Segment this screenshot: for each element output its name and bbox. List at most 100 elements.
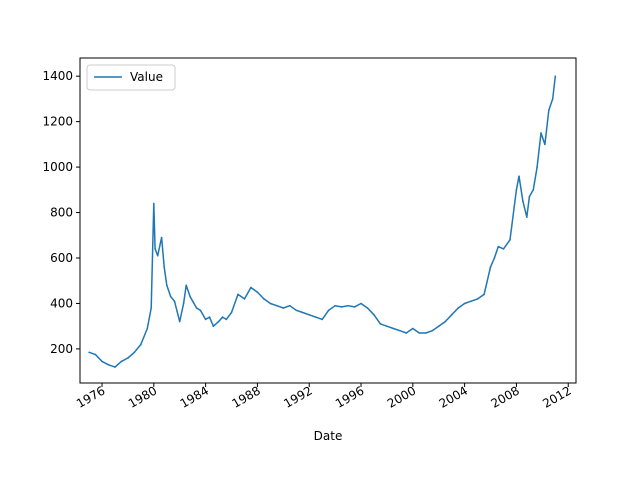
data-point xyxy=(470,300,472,303)
data-point xyxy=(457,307,460,309)
data-point xyxy=(450,314,453,316)
data-point xyxy=(518,175,520,177)
data-point xyxy=(163,266,165,268)
data-point xyxy=(314,316,317,318)
x-tick-label: 2000 xyxy=(385,383,418,410)
series-line-value xyxy=(88,76,557,368)
data-point xyxy=(405,332,408,334)
data-point xyxy=(120,360,123,363)
data-point xyxy=(237,293,239,296)
data-point xyxy=(114,366,116,368)
data-point xyxy=(379,323,382,325)
data-point xyxy=(463,302,466,305)
x-tick-label: 1996 xyxy=(333,383,366,410)
x-tick-label: 1984 xyxy=(178,383,211,410)
data-point xyxy=(528,195,531,198)
data-point xyxy=(263,298,265,300)
data-point xyxy=(544,143,546,146)
data-point xyxy=(373,314,375,316)
data-point xyxy=(166,284,168,287)
data-point xyxy=(425,332,427,334)
data-point xyxy=(269,302,272,305)
data-point xyxy=(536,166,538,168)
data-point xyxy=(308,314,311,316)
data-point xyxy=(178,320,181,323)
data-point xyxy=(250,286,252,289)
data-point xyxy=(204,318,207,321)
data-point xyxy=(493,257,496,259)
y-axis: 200 400 600 800 1000 1200 1400 xyxy=(42,69,80,356)
data-point xyxy=(185,284,187,287)
data-point xyxy=(444,320,447,323)
data-point xyxy=(276,304,278,307)
data-point xyxy=(327,309,330,312)
data-point xyxy=(360,302,362,305)
data-point xyxy=(554,75,557,77)
plot-area xyxy=(88,75,557,368)
data-point xyxy=(88,351,90,354)
data-point xyxy=(289,304,291,307)
data-point xyxy=(156,254,159,257)
data-point xyxy=(217,320,220,323)
y-tick-label: 800 xyxy=(50,206,73,220)
data-point xyxy=(140,343,142,346)
legend-box xyxy=(86,64,176,91)
data-point xyxy=(532,189,535,191)
data-point xyxy=(399,329,401,332)
data-point xyxy=(243,298,246,300)
data-point xyxy=(548,109,550,112)
y-tick-label: 1200 xyxy=(42,115,73,129)
data-point xyxy=(173,300,176,303)
x-tick-label: 1988 xyxy=(229,383,262,410)
x-axis: 1976 1980 1984 1988 1992 1996 2000 2004 2008 2012 xyxy=(74,383,574,411)
data-point xyxy=(94,353,97,356)
data-point xyxy=(154,248,156,250)
data-point xyxy=(353,306,356,308)
x-tick-label: 2004 xyxy=(437,383,470,410)
data-point xyxy=(515,189,518,191)
y-tick-label: 600 xyxy=(50,251,73,265)
data-point xyxy=(509,239,511,241)
data-point xyxy=(437,325,440,328)
x-tick-label: 2008 xyxy=(488,383,521,410)
data-point xyxy=(301,311,304,314)
data-point xyxy=(107,364,110,366)
data-point xyxy=(160,236,163,239)
data-point xyxy=(526,216,528,218)
x-tick-label: 1980 xyxy=(126,383,159,410)
data-point xyxy=(199,309,202,312)
data-point xyxy=(412,327,414,330)
legend: Value xyxy=(86,64,176,91)
data-point xyxy=(212,325,215,328)
data-point xyxy=(101,360,103,363)
data-point xyxy=(340,306,343,308)
data-point xyxy=(189,295,191,298)
data-point xyxy=(418,332,421,334)
data-point xyxy=(195,307,198,309)
data-point xyxy=(483,293,485,296)
data-point xyxy=(256,291,259,293)
data-point xyxy=(221,316,224,318)
data-point xyxy=(540,132,542,134)
y-tick-label: 1000 xyxy=(42,160,73,174)
data-point xyxy=(497,245,500,248)
data-point xyxy=(366,307,369,309)
data-point xyxy=(153,202,155,205)
x-tick-label: 1976 xyxy=(74,383,107,410)
x-tick-label: 2012 xyxy=(540,383,573,410)
data-point xyxy=(133,351,136,354)
x-axis-label: Date xyxy=(314,429,343,443)
legend-entry-value: Value xyxy=(130,70,163,84)
data-point xyxy=(169,295,172,298)
data-point xyxy=(282,307,285,309)
data-point xyxy=(431,329,434,332)
data-point xyxy=(476,298,479,300)
x-tick-label: 1992 xyxy=(281,383,314,410)
data-point xyxy=(321,318,324,321)
data-point xyxy=(295,309,298,312)
data-point xyxy=(551,98,554,100)
data-point xyxy=(334,304,336,307)
data-point xyxy=(386,325,388,328)
data-point xyxy=(127,357,129,359)
